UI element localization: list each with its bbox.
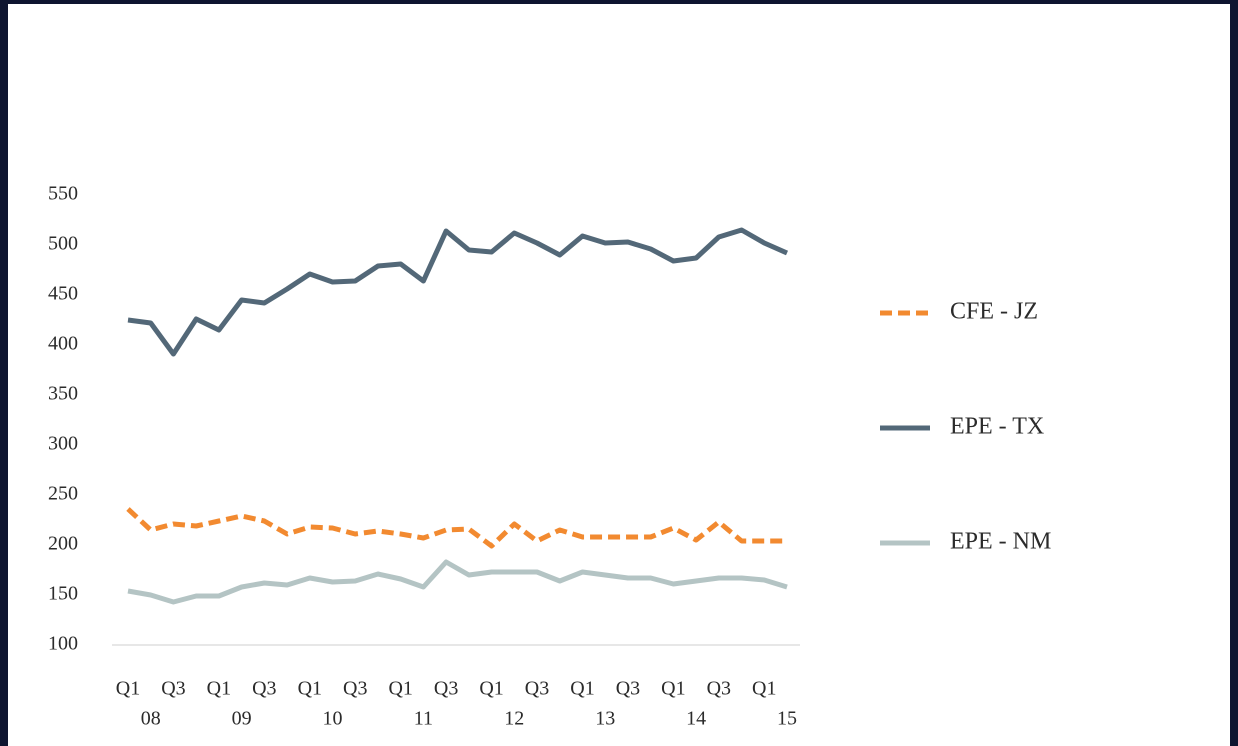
year-label: 14 xyxy=(686,708,706,730)
y-tick-label: 150 xyxy=(48,583,78,605)
x-tick-label: Q1 xyxy=(116,678,140,700)
year-label: 08 xyxy=(141,708,161,730)
year-label: 10 xyxy=(323,708,343,730)
x-tick-label: Q1 xyxy=(570,678,594,700)
y-tick-label: 400 xyxy=(48,333,78,355)
y-tick-label: 350 xyxy=(48,383,78,405)
y-tick-label: 500 xyxy=(48,233,78,255)
x-tick-label: Q1 xyxy=(479,678,503,700)
x-tick-label: Q1 xyxy=(388,678,412,700)
x-tick-label: Q3 xyxy=(434,678,458,700)
legend-text: EPE - NM xyxy=(950,529,1051,555)
legend-text: CFE - JZ xyxy=(950,299,1038,325)
year-label: 09 xyxy=(232,708,252,730)
y-tick-label: 200 xyxy=(48,533,78,555)
year-label: 13 xyxy=(595,708,615,730)
x-tick-label: Q1 xyxy=(752,678,776,700)
x-tick-label: Q3 xyxy=(616,678,640,700)
series-line xyxy=(127,559,788,605)
series-line xyxy=(127,227,789,357)
x-tick-label: Q1 xyxy=(298,678,322,700)
year-label: 12 xyxy=(504,708,524,730)
x-tick-label: Q3 xyxy=(252,678,276,700)
legend-text: EPE - TX xyxy=(950,414,1044,440)
y-tick-label: 100 xyxy=(48,633,78,655)
frame: 100 150 200 250 300 350 400 450 500 550 Q1 Q3 Q1 Q3 Q1… xyxy=(8,4,1230,746)
y-tick-label: 300 xyxy=(48,433,78,455)
year-label: 15 xyxy=(777,708,797,730)
x-tick-label: Q3 xyxy=(707,678,731,700)
year-label: 11 xyxy=(414,708,433,730)
y-tick-label: 550 xyxy=(48,183,78,205)
x-tick-label: Q3 xyxy=(525,678,549,700)
x-tick-label: Q3 xyxy=(343,678,367,700)
chart: 100 150 200 250 300 350 400 450 500 550 Q1 Q3 Q1 Q3 Q1… xyxy=(48,183,1051,730)
series-line xyxy=(126,507,787,549)
y-tick-label: 450 xyxy=(48,283,78,305)
x-tick-label: Q1 xyxy=(207,678,231,700)
x-tick-label: Q3 xyxy=(161,678,185,700)
x-tick-label: Q1 xyxy=(661,678,685,700)
y-tick-label: 250 xyxy=(48,483,78,505)
